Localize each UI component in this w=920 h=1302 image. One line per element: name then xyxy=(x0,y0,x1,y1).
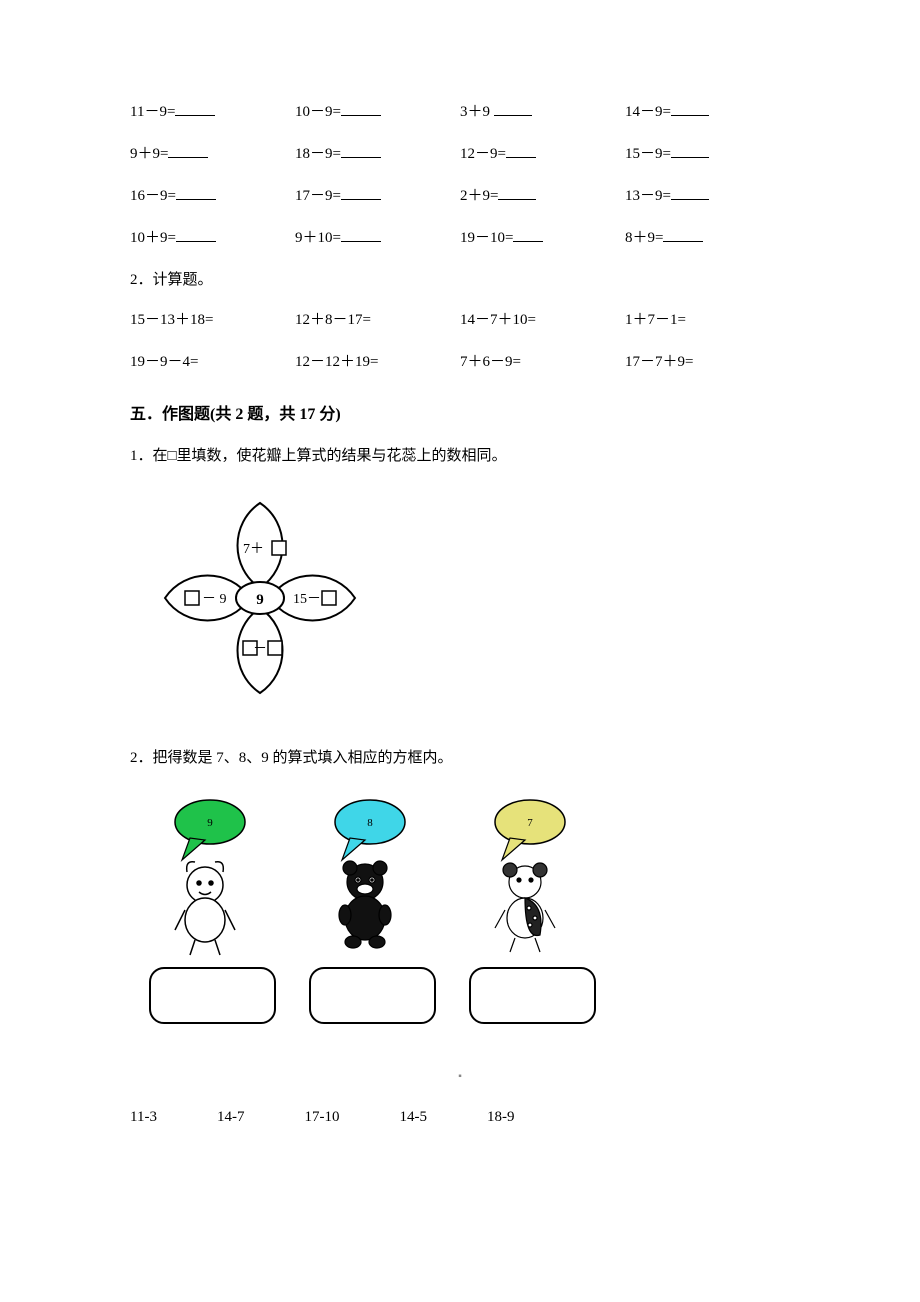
math-cell: 19－10= xyxy=(460,226,625,250)
blank[interactable] xyxy=(341,228,381,242)
math-grid-1: 11－9= 10－9= 3＋9 14－9= 9＋9= 18－9= 12－9= 1… xyxy=(130,100,790,250)
expression: 10＋9= xyxy=(130,230,176,246)
question-2-text: 2．把得数是 7、8、9 的算式填入相应的方框内。 xyxy=(130,746,790,770)
expression: 9＋9= xyxy=(130,146,168,162)
expression: 9＋10= xyxy=(295,230,341,246)
math-row: 15－13＋18= 12＋8－17= 14－7＋10= 1＋7－1= xyxy=(130,308,790,332)
math-cell: 15－13＋18= xyxy=(130,308,295,332)
flower-diagram: 9 7＋ － 9 15－ － xyxy=(130,488,790,717)
math-cell: 18－9= xyxy=(295,142,460,166)
expression: 11－9= xyxy=(130,104,175,120)
math-row: 9＋9= 18－9= 12－9= 15－9= xyxy=(130,142,790,166)
expression: 15－9= xyxy=(625,146,671,162)
math-cell: 1＋7－1= xyxy=(625,308,790,332)
mascots-diagram: 9 8 7 xyxy=(130,790,790,1059)
blank[interactable] xyxy=(341,186,381,200)
expression: 14-5 xyxy=(399,1105,427,1129)
blank[interactable] xyxy=(175,102,215,116)
math-row: 10＋9= 9＋10= 19－10= 8＋9= xyxy=(130,226,790,250)
math-cell: 12＋8－17= xyxy=(295,308,460,332)
expression: 14-7 xyxy=(217,1105,245,1129)
math-cell: 14－7＋10= xyxy=(460,308,625,332)
expression: 13－9= xyxy=(625,188,671,204)
math-cell: 10＋9= xyxy=(130,226,295,250)
blank[interactable] xyxy=(498,186,536,200)
expression: 3＋9 xyxy=(460,104,490,120)
blank[interactable] xyxy=(663,228,703,242)
math-cell: 17－7＋9= xyxy=(625,350,790,374)
blank[interactable] xyxy=(168,144,208,158)
flower-top: 7＋ xyxy=(243,542,264,557)
math-cell: 10－9= xyxy=(295,100,460,124)
blank[interactable] xyxy=(176,228,216,242)
expression: 10－9= xyxy=(295,104,341,120)
blank[interactable] xyxy=(513,228,543,242)
blank[interactable] xyxy=(341,102,381,116)
math-cell: 13－9= xyxy=(625,184,790,208)
blank[interactable] xyxy=(341,144,381,158)
question-1-text: 1．在□里填数，使花瓣上算式的结果与花蕊上的数相同。 xyxy=(130,444,790,468)
bubble-2: 8 xyxy=(367,817,373,829)
expression-row: 11-3 14-7 17-10 14-5 18-9 xyxy=(130,1105,790,1129)
flower-right: 15－ xyxy=(293,592,321,607)
blank[interactable] xyxy=(671,144,709,158)
flower-bottom: － xyxy=(253,642,267,657)
math-cell: 2＋9= xyxy=(460,184,625,208)
section-5-heading: 五．作图题(共 2 题，共 17 分) xyxy=(130,402,790,428)
math-row: 11－9= 10－9= 3＋9 14－9= xyxy=(130,100,790,124)
math-row: 19－9－4= 12－12＋19= 7＋6－9= 17－7＋9= xyxy=(130,350,790,374)
math-cell: 14－9= xyxy=(625,100,790,124)
math-cell: 16－9= xyxy=(130,184,295,208)
math-cell: 12－12＋19= xyxy=(295,350,460,374)
expression: 17-10 xyxy=(304,1105,339,1129)
expression: 18－9= xyxy=(295,146,341,162)
expression: 19－10= xyxy=(460,230,513,246)
math-cell: 3＋9 xyxy=(460,100,625,124)
math-row: 16－9= 17－9= 2＋9= 13－9= xyxy=(130,184,790,208)
flower-left: － 9 xyxy=(202,592,227,607)
blank[interactable] xyxy=(506,144,536,158)
expression: 18-9 xyxy=(487,1105,515,1129)
expression: 17－9= xyxy=(295,188,341,204)
math-cell: 9＋9= xyxy=(130,142,295,166)
expression: 12－9= xyxy=(460,146,506,162)
blank[interactable] xyxy=(671,186,709,200)
math-cell: 8＋9= xyxy=(625,226,790,250)
expression: 2＋9= xyxy=(460,188,498,204)
blank[interactable] xyxy=(494,102,532,116)
page-dot: ▪ xyxy=(130,1069,790,1085)
bubble-3: 7 xyxy=(527,817,533,829)
expression: 16－9= xyxy=(130,188,176,204)
math-grid-2: 15－13＋18= 12＋8－17= 14－7＋10= 1＋7－1= 19－9－… xyxy=(130,308,790,374)
math-cell: 7＋6－9= xyxy=(460,350,625,374)
math-cell: 11－9= xyxy=(130,100,295,124)
math-cell: 12－9= xyxy=(460,142,625,166)
blank[interactable] xyxy=(176,186,216,200)
math-cell: 9＋10= xyxy=(295,226,460,250)
math-cell: 15－9= xyxy=(625,142,790,166)
math-cell: 17－9= xyxy=(295,184,460,208)
expression: 11-3 xyxy=(130,1105,157,1129)
math-cell: 19－9－4= xyxy=(130,350,295,374)
blank[interactable] xyxy=(671,102,709,116)
sub-label-2: 2．计算题。 xyxy=(130,268,790,292)
expression: 8＋9= xyxy=(625,230,663,246)
expression: 14－9= xyxy=(625,104,671,120)
bubble-1: 9 xyxy=(207,817,213,829)
flower-center: 9 xyxy=(256,592,264,608)
